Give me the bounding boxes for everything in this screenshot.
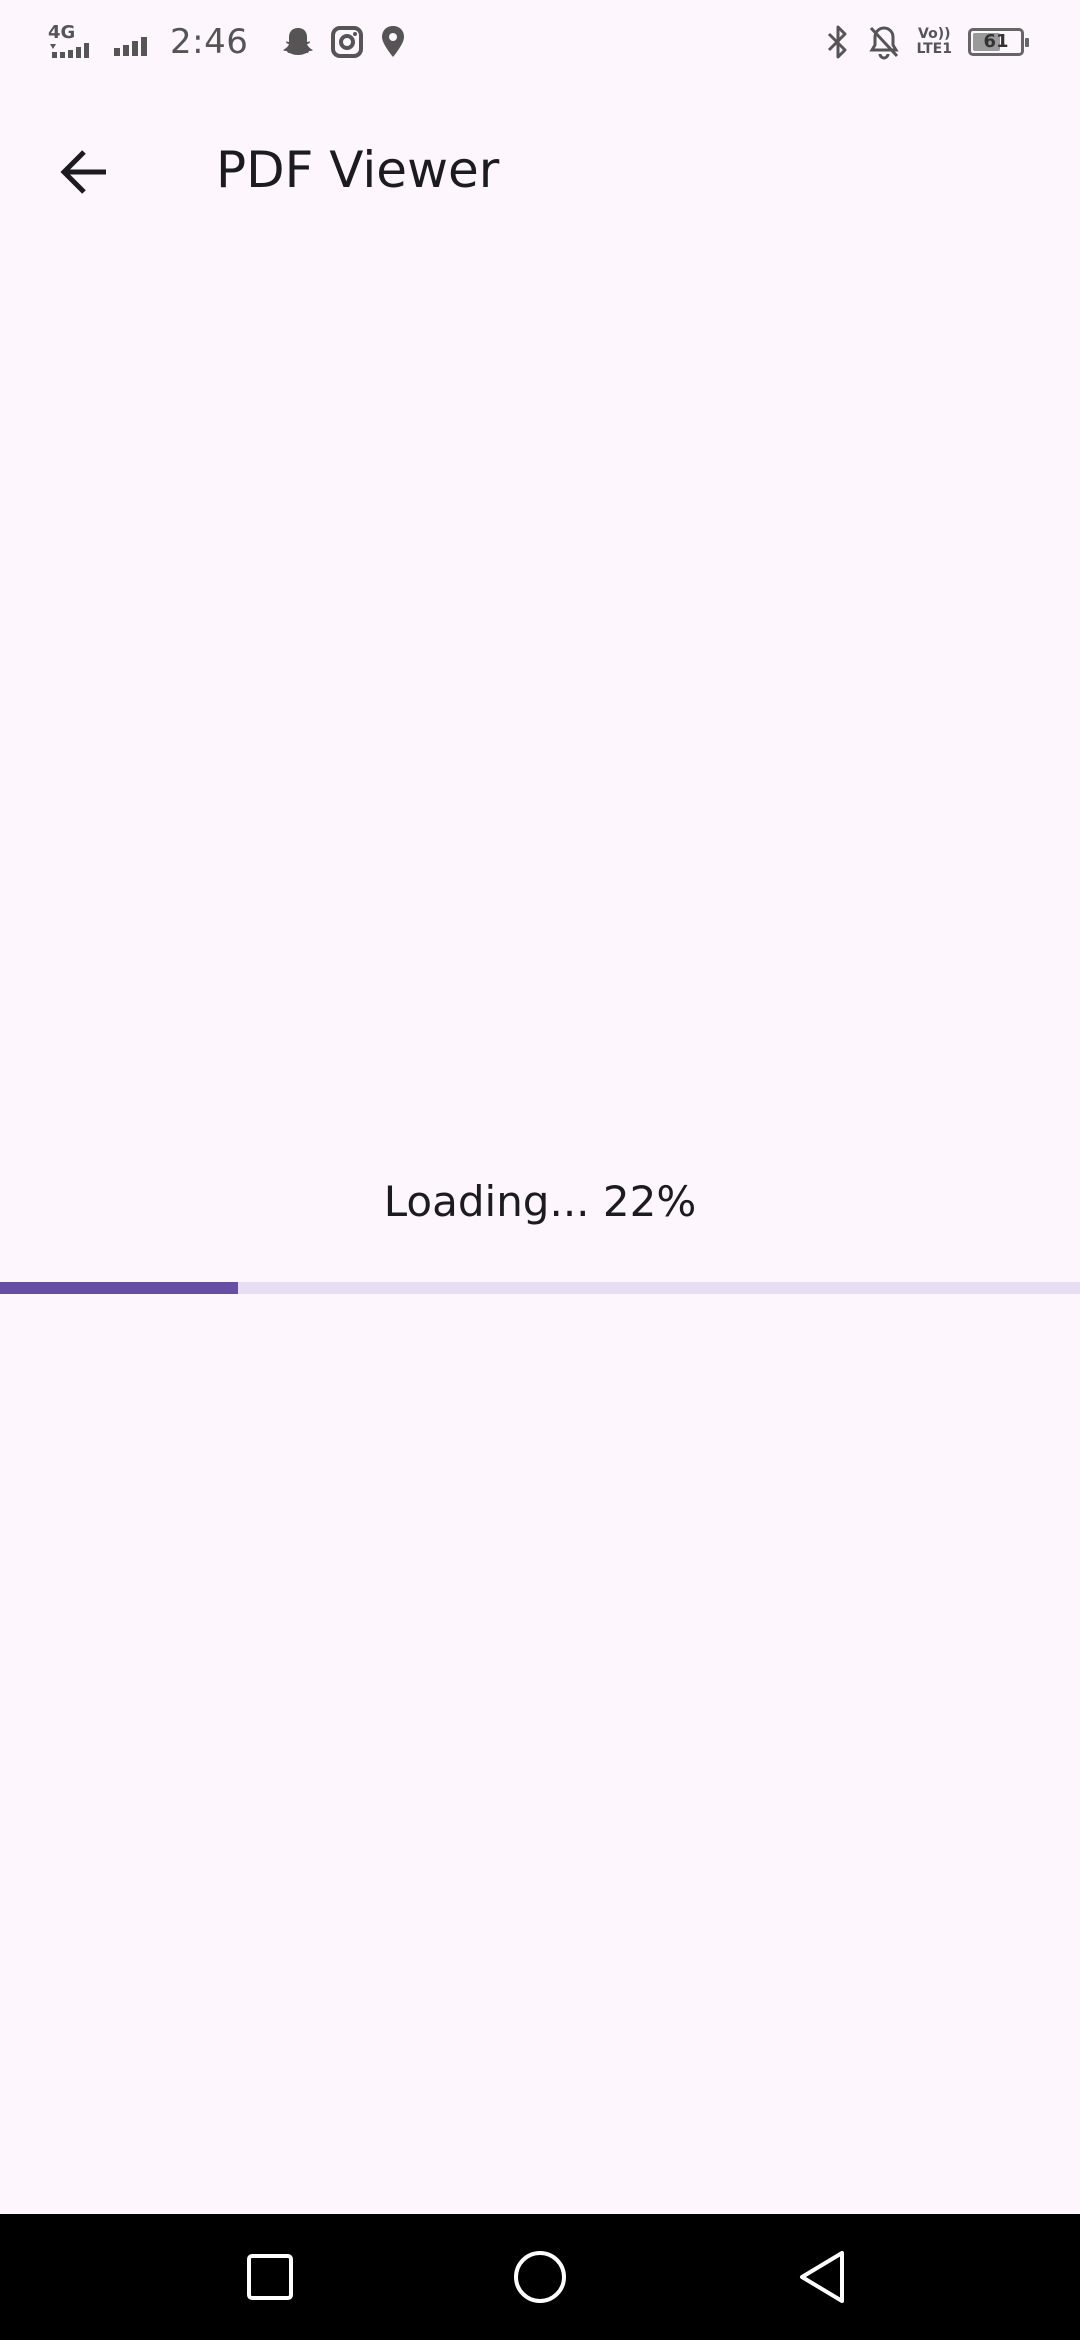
back-triangle-icon bbox=[796, 2249, 848, 2305]
arrow-back-icon bbox=[56, 144, 112, 200]
loading-text: Loading... 22% bbox=[0, 1170, 1080, 1234]
battery-icon: 61 bbox=[968, 28, 1024, 56]
instagram-icon bbox=[330, 25, 364, 59]
bluetooth-icon bbox=[825, 24, 851, 60]
app-bar: PDF Viewer bbox=[0, 100, 1080, 236]
recents-square-icon bbox=[245, 2252, 295, 2302]
volte-icon: Vo)) LTE1 bbox=[917, 27, 952, 57]
clock: 2:46 bbox=[170, 22, 248, 62]
location-icon bbox=[378, 24, 408, 60]
page-title: PDF Viewer bbox=[216, 138, 499, 202]
network-indicator: 4G bbox=[48, 22, 98, 62]
system-nav-bar bbox=[0, 2214, 1080, 2340]
status-bar: 4G 2:46 bbox=[0, 0, 1080, 84]
progress-fill bbox=[0, 1282, 238, 1294]
nav-back-button[interactable] bbox=[782, 2237, 862, 2317]
status-right: Vo)) LTE1 61 bbox=[825, 18, 1024, 66]
bell-off-icon bbox=[867, 24, 901, 60]
volte-top: Vo)) bbox=[917, 27, 952, 42]
home-circle-icon bbox=[512, 2249, 568, 2305]
recents-button[interactable] bbox=[230, 2237, 310, 2317]
status-left: 4G 2:46 bbox=[48, 18, 408, 66]
progress-bar bbox=[0, 1282, 1080, 1294]
home-button[interactable] bbox=[500, 2237, 580, 2317]
volte-bottom: LTE1 bbox=[917, 42, 952, 57]
signal-icon bbox=[48, 22, 98, 62]
back-button[interactable] bbox=[40, 128, 128, 216]
snapchat-icon bbox=[280, 24, 316, 60]
signal-strength-icon bbox=[112, 22, 152, 62]
battery-level: 61 bbox=[971, 30, 1021, 54]
